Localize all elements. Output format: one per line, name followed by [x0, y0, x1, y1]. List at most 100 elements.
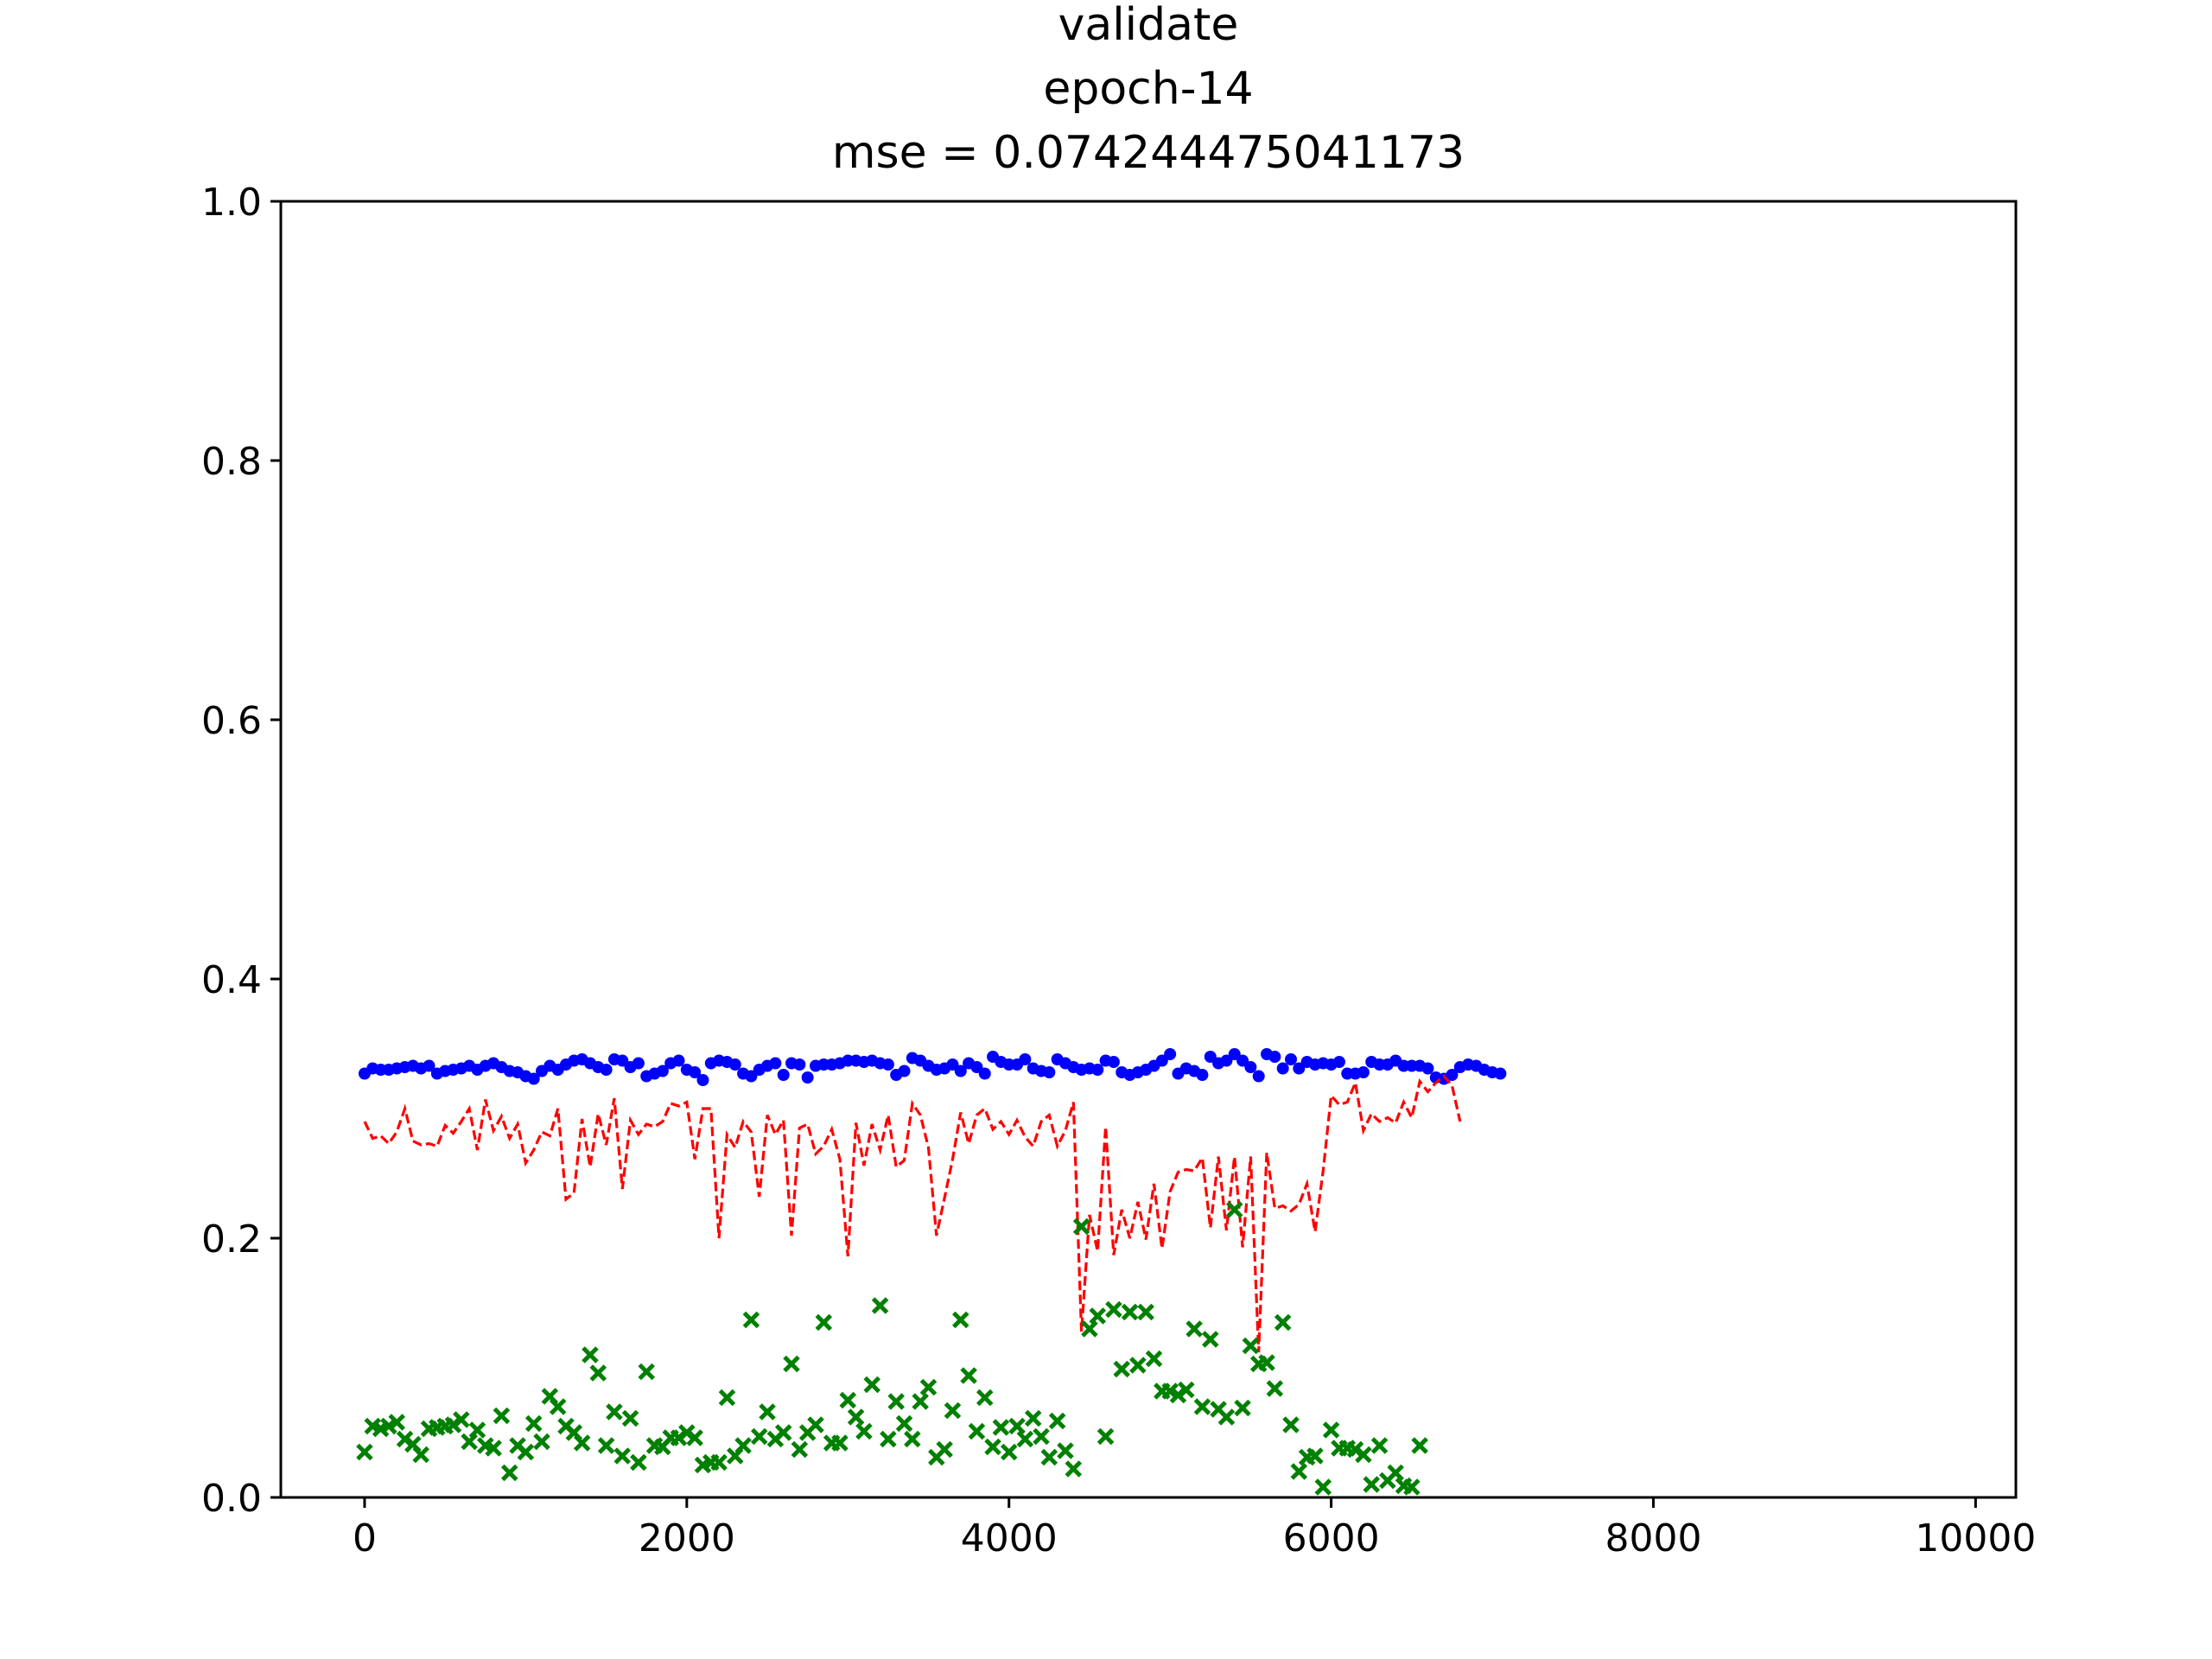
data-point: [774, 1424, 792, 1441]
data-point: [1236, 1054, 1249, 1067]
data-point: [517, 1443, 535, 1461]
data-point: [582, 1346, 599, 1363]
data-point: [1043, 1066, 1056, 1078]
data-point: [1019, 1053, 1032, 1065]
data-point: [1252, 1070, 1265, 1083]
data-point: [1421, 1062, 1434, 1075]
data-point: [461, 1433, 478, 1451]
data-point: [1089, 1307, 1107, 1325]
data-point: [1322, 1421, 1340, 1439]
y-tick-label: 0.4: [201, 958, 262, 1002]
data-point: [815, 1313, 833, 1332]
y-tick-label: 0.2: [201, 1217, 262, 1262]
data-point: [1403, 1478, 1421, 1496]
data-point: [1040, 1448, 1058, 1466]
data-point: [946, 1058, 959, 1071]
data-point: [621, 1409, 639, 1427]
data-point: [672, 1054, 685, 1067]
data-point: [1113, 1360, 1131, 1378]
data-point: [793, 1058, 806, 1071]
data-point: [1000, 1443, 1018, 1461]
data-point: [1129, 1357, 1147, 1374]
data-point: [880, 1430, 897, 1448]
data-point: [549, 1398, 567, 1415]
data-point: [493, 1407, 511, 1425]
data-point: [600, 1064, 613, 1076]
x-tick-label: 4000: [961, 1516, 1058, 1560]
y-tick-label: 0.8: [201, 440, 262, 484]
data-point: [769, 1057, 782, 1070]
data-point: [412, 1446, 429, 1464]
data-point: [801, 1071, 814, 1084]
data-point: [1306, 1447, 1324, 1465]
data-point: [1494, 1067, 1507, 1080]
data-point: [881, 1058, 894, 1071]
data-point: [976, 1389, 994, 1407]
y-tick-label: 1.0: [201, 181, 262, 225]
data-point: [777, 1069, 790, 1081]
data-point: [847, 1408, 865, 1426]
data-point: [1228, 1048, 1241, 1060]
data-point: [1178, 1381, 1195, 1399]
y-tick-label: 0.6: [201, 699, 262, 743]
data-point: [1193, 1398, 1211, 1415]
data-point: [1016, 1430, 1034, 1448]
data-point: [710, 1453, 728, 1471]
data-point: [734, 1437, 752, 1454]
data-point: [1314, 1478, 1332, 1496]
data-point: [1185, 1320, 1203, 1338]
data-point: [1293, 1062, 1306, 1075]
data-point: [606, 1403, 623, 1421]
data-point: [696, 1074, 709, 1086]
data-point: [1355, 1446, 1372, 1464]
data-point: [807, 1416, 824, 1433]
data-point: [1282, 1416, 1300, 1433]
data-point: [1285, 1053, 1298, 1065]
title-line-3: mse = 0.074244475041173: [832, 127, 1465, 179]
data-point: [500, 1464, 518, 1482]
data-point: [791, 1440, 809, 1459]
data-point: [1217, 1408, 1236, 1426]
data-point: [750, 1427, 768, 1446]
data-point: [898, 1065, 911, 1077]
data-point: [1244, 1061, 1257, 1073]
data-point: [573, 1434, 591, 1452]
data-point: [742, 1311, 760, 1329]
x-tick-label: 0: [353, 1516, 377, 1560]
data-point: [1290, 1463, 1308, 1480]
data-point: [1091, 1064, 1104, 1076]
series-1: [363, 1074, 1462, 1353]
data-point: [839, 1391, 857, 1409]
data-point: [1065, 1460, 1083, 1478]
data-point: [952, 1311, 969, 1329]
data-point: [1204, 1051, 1217, 1063]
data-point: [656, 1065, 669, 1077]
data-point: [871, 1297, 889, 1314]
data-point: [1446, 1069, 1459, 1081]
title-line-1: validate: [1058, 0, 1239, 51]
data-point: [1370, 1437, 1389, 1454]
title-line-2: epoch-14: [1043, 63, 1253, 115]
data-point: [1196, 1069, 1209, 1081]
data-point: [992, 1419, 1010, 1436]
x-tick-label: 6000: [1283, 1516, 1380, 1560]
data-point: [954, 1065, 967, 1077]
series-2: [356, 1201, 1428, 1496]
data-point: [728, 1058, 741, 1071]
data-point: [589, 1364, 607, 1382]
data-point: [1268, 1051, 1281, 1063]
data-point: [1164, 1048, 1177, 1060]
data-point: [919, 1378, 938, 1396]
data-point: [1332, 1056, 1345, 1068]
data-point: [831, 1434, 849, 1452]
data-point: [1057, 1442, 1074, 1459]
data-point: [1225, 1201, 1243, 1218]
data-point: [718, 1389, 736, 1407]
data-point: [1008, 1417, 1026, 1435]
data-point: [1105, 1300, 1122, 1319]
data-point: [689, 1066, 702, 1078]
data-point: [904, 1430, 921, 1448]
data-point: [1363, 1476, 1380, 1493]
